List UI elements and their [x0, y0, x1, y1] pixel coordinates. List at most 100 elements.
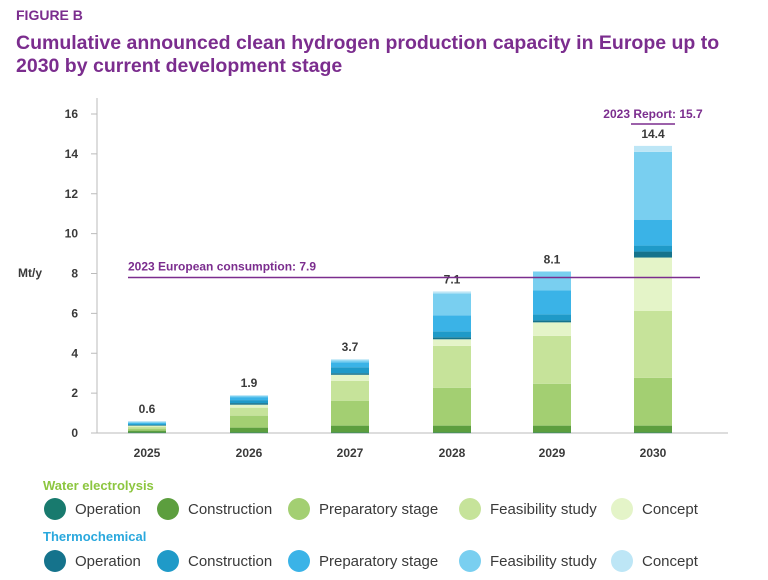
legend-item-label: Concept — [642, 500, 698, 518]
bar-segment — [128, 425, 166, 426]
legend-item: Concept — [611, 497, 698, 521]
bar-segment — [533, 335, 571, 384]
bar-segment — [433, 291, 471, 294]
legend-item: Operation — [44, 549, 141, 573]
bar-segment — [230, 395, 268, 396]
bar-segment — [230, 404, 268, 408]
bar-segment — [634, 377, 672, 426]
y-tick-label: 16 — [65, 107, 79, 121]
bar-segment — [331, 373, 369, 375]
bar-segment — [230, 397, 268, 401]
bar-segment — [634, 219, 672, 246]
bar-segment — [533, 290, 571, 315]
bar-segment — [128, 423, 166, 425]
legend-item-label: Construction — [188, 552, 273, 570]
bar-segment — [533, 425, 571, 433]
bar-segment — [331, 432, 369, 434]
bar-segment — [128, 424, 166, 426]
figure-label: FIGURE B — [16, 7, 83, 23]
bar-segment — [433, 339, 471, 346]
y-tick-label: 10 — [65, 227, 79, 241]
bar-segment — [128, 425, 166, 427]
x-tick-label: 2028 — [439, 446, 466, 460]
legend-item: Preparatory stage — [288, 549, 438, 573]
bar-segment — [433, 432, 471, 434]
bar-segment — [533, 314, 571, 321]
bar-segment — [634, 425, 672, 433]
x-tick-label: 2029 — [539, 446, 566, 460]
bar-segment — [634, 145, 672, 152]
bar-segment — [128, 426, 166, 429]
annotation-label: 2023 Report: 15.7 — [603, 107, 703, 121]
y-tick-label: 0 — [71, 426, 78, 440]
x-tick-label: 2025 — [134, 446, 161, 460]
bar-segment — [533, 320, 571, 323]
bar-total-label: 3.7 — [342, 340, 359, 354]
bar-segment — [128, 421, 166, 423]
legend-item: Construction — [157, 549, 272, 573]
legend-item-label: Preparatory stage — [319, 500, 439, 518]
legend-item: Preparatory stage — [288, 497, 438, 521]
bar-segment — [533, 432, 571, 434]
chart-title: Cumulative announced clean hydrogen prod… — [16, 32, 720, 77]
bar-segment — [331, 362, 369, 368]
bar-segment — [230, 400, 268, 404]
bar-segment — [331, 359, 369, 361]
bar-total-label: 7.1 — [444, 272, 461, 286]
legend-item-label: Concept — [642, 552, 698, 570]
legend-row: Operation Construction Preparatory stage Fe… — [44, 549, 764, 573]
bar-segment — [230, 432, 268, 434]
bar-segment — [128, 430, 166, 433]
bar-segment — [331, 425, 369, 433]
legend-item-label: Operation — [75, 500, 141, 518]
bar-segment — [331, 374, 369, 381]
bar-total-label: 14.4 — [641, 127, 665, 141]
legend-item-label: Feasibility study — [490, 500, 597, 518]
bar-segment — [634, 251, 672, 258]
bar-segment — [128, 432, 166, 434]
bar-segment — [634, 310, 672, 378]
y-tick-label: 8 — [71, 267, 78, 281]
legend-item-label: Preparatory stage — [319, 552, 439, 570]
bar-segment — [433, 315, 471, 332]
legend-item-label: Construction — [188, 500, 273, 518]
legend-swatch — [459, 498, 481, 520]
legend-swatch — [157, 498, 179, 520]
y-axis-label: Mt/y — [18, 266, 42, 280]
legend-row: Operation Construction Preparatory stage Fe… — [44, 497, 764, 521]
bar-segment — [533, 383, 571, 426]
legend-item: Construction — [157, 497, 272, 521]
bar-total-label: 1.9 — [241, 376, 258, 390]
bar-segment — [533, 271, 571, 291]
legend-item: Feasibility study — [459, 549, 597, 573]
legend-item: Concept — [611, 549, 698, 573]
bar-segment — [230, 415, 268, 428]
y-tick-label: 12 — [65, 187, 79, 201]
bar-segment — [230, 395, 268, 398]
bar-segment — [634, 245, 672, 252]
x-tick-label: 2030 — [640, 446, 667, 460]
bar-segment — [433, 387, 471, 426]
bar-segment — [433, 331, 471, 338]
x-tick-label: 2026 — [236, 446, 263, 460]
legend-group-title: Water electrolysis — [43, 478, 154, 493]
legend-swatch — [288, 498, 310, 520]
bar-segment — [230, 407, 268, 416]
bar-segment — [331, 380, 369, 401]
y-tick-label: 6 — [71, 306, 78, 320]
bar-segment — [128, 422, 166, 424]
legend-swatch — [459, 550, 481, 572]
bar-segment — [331, 360, 369, 363]
legend-item-label: Feasibility study — [490, 552, 597, 570]
bar-segment — [433, 425, 471, 433]
legend-swatch — [44, 550, 66, 572]
legend-swatch — [157, 550, 179, 572]
reference-line-label: 2023 European consumption: 7.9 — [128, 259, 316, 273]
legend-swatch — [611, 550, 633, 572]
bar-segment — [433, 345, 471, 388]
legend-swatch — [611, 498, 633, 520]
bar-segment — [128, 428, 166, 431]
legend-item-label: Operation — [75, 552, 141, 570]
bar-segment — [331, 400, 369, 426]
y-tick-label: 2 — [71, 386, 78, 400]
